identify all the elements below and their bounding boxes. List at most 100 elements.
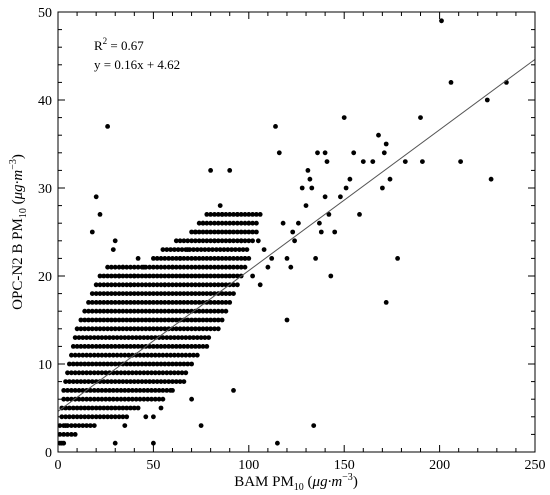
data-point: [238, 220, 244, 226]
data-point: [215, 212, 221, 217]
data-point: [141, 335, 147, 340]
data-point: [193, 291, 198, 296]
data-point: [151, 291, 156, 296]
data-point: [166, 273, 172, 279]
data-point: [89, 414, 95, 420]
data-point: [131, 405, 137, 411]
data-point: [143, 273, 149, 279]
data-point: [212, 229, 217, 235]
data-point: [151, 379, 156, 384]
data-point: [158, 291, 164, 296]
data-point: [74, 326, 80, 332]
data-point: [235, 264, 240, 270]
data-point: [143, 300, 149, 305]
data-point: [395, 256, 400, 261]
data-point: [208, 256, 214, 261]
data-point: [193, 317, 198, 323]
data-point: [154, 326, 160, 332]
data-point: [99, 396, 105, 402]
data-point: [189, 300, 195, 305]
y-axis-label: OPC-N2 B PM10 (μg·m−3): [8, 154, 29, 310]
data-point: [67, 405, 72, 411]
data-point: [208, 326, 214, 332]
data-point: [101, 344, 107, 349]
data-point: [170, 308, 175, 314]
data-point: [170, 264, 175, 270]
data-point: [193, 308, 198, 314]
data-point: [162, 317, 168, 323]
data-point: [105, 282, 110, 288]
data-point: [97, 344, 103, 349]
data-point: [135, 317, 141, 323]
data-point: [137, 388, 143, 393]
data-point: [91, 388, 97, 393]
y-tick-label: 20: [38, 270, 52, 285]
data-point: [215, 317, 221, 323]
data-point: [82, 414, 88, 420]
data-point: [484, 97, 490, 103]
data-point: [299, 185, 305, 191]
data-point: [86, 379, 91, 384]
data-point: [82, 361, 88, 367]
data-point: [88, 396, 93, 402]
data-point: [200, 317, 206, 323]
data-point: [158, 344, 164, 349]
data-point: [208, 282, 214, 288]
data-point: [235, 220, 240, 226]
data-point: [109, 379, 114, 384]
data-point: [164, 352, 170, 358]
data-point: [128, 291, 133, 296]
data-point: [135, 282, 141, 288]
data-point: [175, 352, 181, 358]
data-point: [204, 317, 210, 323]
data-point: [116, 291, 122, 296]
data-point: [196, 264, 202, 270]
data-point: [191, 352, 196, 358]
data-point: [133, 396, 139, 402]
data-point: [189, 291, 195, 296]
data-point: [93, 317, 99, 323]
data-point: [116, 317, 122, 323]
data-point: [107, 396, 112, 402]
data-point: [88, 388, 93, 393]
axis-ticks-group: 0 50 100 150 200 250 0 10 20 30 40 50: [38, 6, 546, 473]
data-point: [208, 229, 214, 235]
data-point: [124, 282, 130, 288]
data-point: [122, 370, 128, 376]
data-point: [135, 379, 141, 384]
data-point: [158, 361, 164, 367]
data-point: [196, 291, 202, 296]
data-point: [160, 388, 166, 393]
data-point: [246, 256, 252, 261]
data-point: [219, 238, 225, 244]
data-point: [80, 352, 86, 358]
data-point: [223, 291, 229, 296]
data-point: [95, 388, 101, 393]
data-point: [82, 308, 88, 314]
data-point: [141, 388, 147, 393]
data-point: [166, 256, 172, 261]
data-point: [114, 335, 120, 340]
data-point: [212, 282, 217, 288]
data-point: [122, 423, 128, 428]
data-point: [147, 317, 153, 323]
data-point: [139, 282, 145, 288]
data-point: [223, 229, 229, 235]
data-point: [116, 414, 122, 420]
data-point: [139, 361, 145, 367]
data-point: [128, 317, 133, 323]
data-point: [76, 423, 82, 428]
data-point: [185, 256, 191, 261]
data-point: [217, 203, 223, 209]
data-point: [120, 344, 126, 349]
data-point: [200, 264, 206, 270]
data-point: [109, 264, 114, 270]
data-point: [200, 238, 206, 244]
data-point: [231, 264, 236, 270]
data-point: [65, 396, 70, 402]
data-point: [255, 238, 261, 244]
data-point: [105, 326, 110, 332]
data-point: [193, 326, 198, 332]
data-point: [109, 326, 114, 332]
data-point: [324, 159, 330, 165]
